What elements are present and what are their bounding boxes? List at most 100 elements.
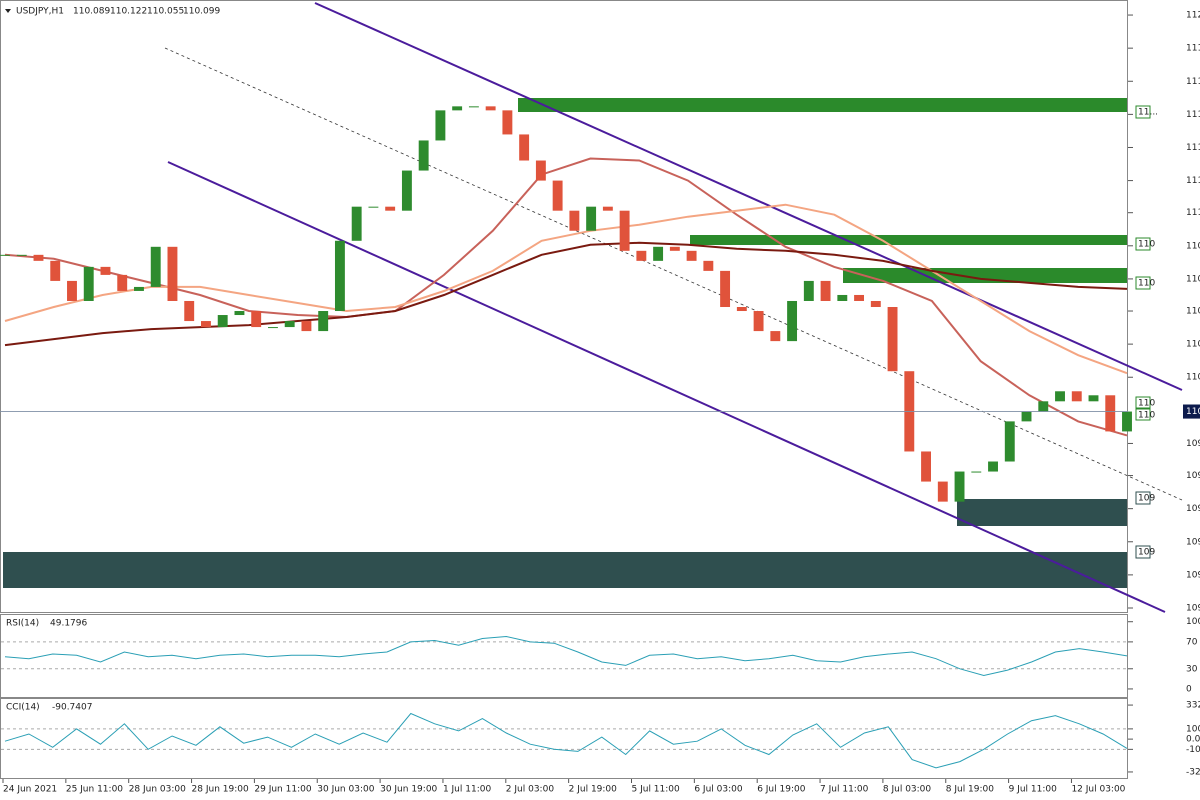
ohlc-low: 110.055 [147, 7, 184, 17]
ohlc-close: 110.099 [183, 7, 220, 17]
y-tick-label: 112.075 [1186, 11, 1200, 21]
y-tick-label: 110.925 [1186, 241, 1200, 251]
candle [569, 210, 580, 231]
zone-label-box [1135, 105, 1151, 119]
candle [954, 471, 965, 502]
candle [385, 206, 396, 211]
last-price-label: 110.099 [1186, 407, 1200, 417]
candle [787, 300, 798, 342]
candle [870, 300, 881, 308]
x-tick-label: 25 Jun 11:00 [66, 785, 123, 795]
indicator-line [4, 203, 1128, 375]
cci-title: CCI(14) [6, 703, 40, 713]
ohlc-open: 110.089 [73, 7, 110, 17]
candle [334, 240, 345, 312]
zone-label: 11... [1138, 108, 1158, 118]
candle [418, 140, 429, 171]
candle [217, 315, 228, 328]
y-tick-label: 111.415 [1186, 143, 1200, 153]
channel-line [167, 161, 1166, 613]
candle [636, 250, 647, 261]
candle [201, 321, 211, 328]
last-price-box [1183, 404, 1200, 419]
y-tick-label: 332.6922 [1186, 701, 1200, 711]
candle [468, 106, 479, 108]
y-tick-label: 30 [1186, 664, 1198, 674]
candle [351, 206, 362, 241]
y-tick-label: 111.250 [1186, 176, 1200, 186]
candle [854, 294, 865, 301]
candle [134, 286, 144, 291]
y-tick-label: -100 [1186, 745, 1200, 755]
candle [803, 280, 814, 301]
y-tick-label: 109.940 [1186, 439, 1200, 449]
y-tick-label: 110.435 [1186, 340, 1200, 350]
candle [16, 254, 27, 256]
zone-label: 110 [1138, 279, 1155, 289]
x-tick-label: 5 Jul 11:00 [632, 785, 681, 795]
candle [67, 280, 77, 301]
candle [435, 110, 446, 141]
candle [887, 307, 898, 372]
zones [3, 98, 1127, 588]
zone [690, 235, 1127, 245]
y-tick-label: 109.780 [1186, 471, 1200, 481]
x-tick-label: 7 Jul 11:00 [820, 785, 869, 795]
candle [1071, 391, 1082, 402]
cci-value: -90.7407 [52, 703, 92, 713]
candle [703, 260, 714, 271]
menu-arrow[interactable] [5, 9, 11, 13]
candle [535, 160, 546, 181]
candle [267, 327, 278, 329]
zone [957, 499, 1127, 526]
y-tick-label: 0.00 [1186, 735, 1200, 745]
candle [150, 246, 161, 287]
candle [485, 106, 496, 111]
candle [519, 134, 530, 161]
x-tick-label: 29 Jun 11:00 [254, 785, 311, 795]
x-tick-label: 28 Jun 19:00 [192, 785, 249, 795]
y-tick-label: 111.580 [1186, 110, 1200, 120]
rsi-panel [0, 614, 1128, 698]
candle [117, 274, 128, 291]
price-panel [0, 0, 1128, 613]
y-tick-label: 100 [1186, 617, 1200, 627]
candle [0, 254, 10, 256]
candle [1021, 411, 1032, 422]
x-tick-label: 12 Jul 03:00 [1071, 785, 1125, 795]
x-tick-label: 1 Jul 11:00 [443, 785, 492, 795]
indicator-line [4, 241, 1128, 347]
y-tick-label: -320.9012 [1186, 767, 1200, 777]
candle [971, 471, 982, 473]
x-tick-label: 2 Jul 19:00 [569, 785, 618, 795]
zone [843, 268, 1127, 283]
candle [837, 294, 848, 301]
candle [1105, 395, 1116, 432]
candle [301, 321, 312, 332]
y-tick-label: 111.745 [1186, 77, 1200, 87]
candle [602, 206, 613, 211]
candle [33, 254, 44, 261]
x-tick-label: 6 Jul 19:00 [757, 785, 806, 795]
candle [318, 311, 329, 332]
candle [686, 250, 697, 261]
candle [284, 321, 295, 328]
candle [1004, 421, 1015, 462]
indicator-line [4, 635, 1128, 677]
candle [1088, 395, 1099, 402]
zone-label-box [1135, 408, 1151, 421]
y-tick-label: 110.600 [1186, 307, 1200, 317]
candle [937, 481, 948, 502]
x-tick-label: 9 Jul 11:00 [1009, 785, 1058, 795]
zone-label: 110 [1138, 411, 1155, 421]
y-tick-label: 111.910 [1186, 44, 1200, 54]
candle [586, 206, 597, 231]
zone-label-box [1135, 491, 1151, 505]
candle [720, 270, 731, 308]
x-tick-label: 24 Jun 2021 [3, 785, 57, 795]
y-tick-label: 100 [1186, 724, 1200, 734]
zone-label: 110 [1138, 399, 1155, 409]
candle [619, 210, 630, 251]
x-tick-label: 8 Jul 03:00 [883, 785, 932, 795]
